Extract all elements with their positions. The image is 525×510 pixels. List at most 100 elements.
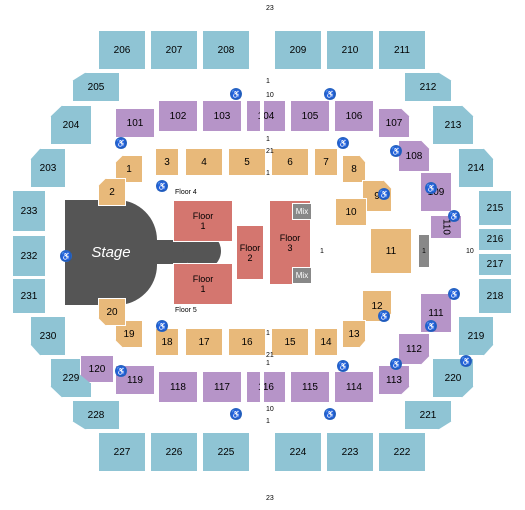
lower-section-5[interactable]: 5 — [228, 148, 266, 176]
outer-section-231[interactable]: 231 — [12, 278, 46, 314]
ada-icon: ♿ — [156, 320, 168, 332]
inner-section-106[interactable]: 106 — [334, 100, 374, 132]
outer-section-213[interactable]: 213 — [432, 105, 474, 145]
row-marker: 1 — [266, 78, 270, 85]
lower-section-2[interactable]: 2 — [98, 178, 126, 206]
row-marker: 1 — [266, 170, 270, 177]
floor-section-Floor-1b[interactable]: Floor1 — [173, 263, 233, 305]
lower-section-3[interactable]: 3 — [155, 148, 179, 176]
ada-icon: ♿ — [460, 355, 472, 367]
outer-section-230[interactable]: 230 — [30, 316, 66, 356]
outer-section-219[interactable]: 219 — [458, 316, 494, 356]
outer-section-206[interactable]: 206 — [98, 30, 146, 70]
inner-section-117[interactable]: 117 — [202, 371, 242, 403]
lower-section-7[interactable]: 7 — [314, 148, 338, 176]
row-marker: 1 — [266, 330, 270, 337]
ada-icon: ♿ — [324, 88, 336, 100]
lower-section-6[interactable]: 6 — [271, 148, 309, 176]
ada-icon: ♿ — [230, 88, 242, 100]
outer-section-221[interactable]: 221 — [404, 400, 452, 430]
outer-section-227[interactable]: 227 — [98, 432, 146, 472]
inner-section-112[interactable]: 112 — [398, 333, 430, 365]
inner-section-116[interactable]: 116 — [246, 371, 286, 403]
row-marker: 1 — [266, 360, 270, 367]
inner-section-114[interactable]: 114 — [334, 371, 374, 403]
lower-section-16[interactable]: 16 — [228, 328, 266, 356]
outer-section-224[interactable]: 224 — [274, 432, 322, 472]
outer-section-223[interactable]: 223 — [326, 432, 374, 472]
aisle — [260, 90, 264, 148]
outer-section-204[interactable]: 204 — [50, 105, 92, 145]
ada-icon: ♿ — [156, 180, 168, 192]
ada-icon: ♿ — [390, 358, 402, 370]
outer-section-214[interactable]: 214 — [458, 148, 494, 188]
outer-section-211[interactable]: 211 — [378, 30, 426, 70]
arena-seating-map: Stage 2032042052062072082092102112122132… — [0, 0, 525, 510]
outer-section-232[interactable]: 232 — [12, 235, 46, 277]
row-marker: 10 — [266, 406, 274, 413]
outer-section-233[interactable]: 233 — [12, 190, 46, 232]
outer-section-226[interactable]: 226 — [150, 432, 198, 472]
lower-section-8[interactable]: 8 — [342, 155, 366, 183]
ada-icon: ♿ — [115, 365, 127, 377]
inner-section-120[interactable]: 120 — [80, 355, 114, 383]
ada-icon: ♿ — [337, 137, 349, 149]
floor-section-Floor-2[interactable]: Floor2 — [236, 225, 264, 280]
inner-section-105[interactable]: 105 — [290, 100, 330, 132]
inner-section-115[interactable]: 115 — [290, 371, 330, 403]
inner-section-108[interactable]: 108 — [398, 140, 430, 172]
mix-booth: Mix — [292, 267, 312, 284]
inner-section-109[interactable]: 109 — [420, 172, 452, 212]
aisle — [260, 5, 264, 85]
ada-icon: ♿ — [337, 360, 349, 372]
inner-section-118[interactable]: 118 — [158, 371, 198, 403]
row-marker: 21 — [266, 148, 274, 155]
outer-section-228[interactable]: 228 — [72, 400, 120, 430]
lower-section-17[interactable]: 17 — [185, 328, 223, 356]
lower-section-11[interactable]: 11 — [370, 228, 412, 274]
stage-runway — [152, 240, 187, 264]
stage: Stage — [65, 200, 157, 305]
inner-section-107[interactable]: 107 — [378, 108, 410, 138]
outer-section-215[interactable]: 215 — [478, 190, 512, 226]
lower-section-15[interactable]: 15 — [271, 328, 309, 356]
stage-label: Stage — [91, 244, 130, 261]
ada-icon: ♿ — [448, 288, 460, 300]
lower-section-20[interactable]: 20 — [98, 298, 126, 326]
outer-section-207[interactable]: 207 — [150, 30, 198, 70]
aisle — [260, 418, 264, 498]
outer-section-217[interactable]: 217 — [478, 253, 512, 276]
outer-section-212[interactable]: 212 — [404, 72, 452, 102]
ada-icon: ♿ — [378, 310, 390, 322]
outer-section-222[interactable]: 222 — [378, 432, 426, 472]
row-marker: 23 — [266, 5, 274, 12]
lower-section-18[interactable]: 18 — [155, 328, 179, 356]
outer-section-225[interactable]: 225 — [202, 432, 250, 472]
lower-section-13[interactable]: 13 — [342, 320, 366, 348]
outer-section-218[interactable]: 218 — [478, 278, 512, 314]
lower-section-14[interactable]: 14 — [314, 328, 338, 356]
outer-section-210[interactable]: 210 — [326, 30, 374, 70]
outer-section-208[interactable]: 208 — [202, 30, 250, 70]
floor-section-Floor-1[interactable]: Floor1 — [173, 200, 233, 242]
row-marker: 1 — [422, 248, 426, 255]
ada-icon: ♿ — [115, 137, 127, 149]
ada-icon: ♿ — [230, 408, 242, 420]
outer-section-216[interactable]: 216 — [478, 228, 512, 251]
outer-section-205[interactable]: 205 — [72, 72, 120, 102]
outer-section-203[interactable]: 203 — [30, 148, 66, 188]
floor-marker: Floor 5 — [175, 307, 197, 314]
aisle — [260, 358, 264, 416]
lower-section-10[interactable]: 10 — [335, 198, 367, 226]
outer-section-209[interactable]: 209 — [274, 30, 322, 70]
ada-icon: ♿ — [448, 210, 460, 222]
inner-section-102[interactable]: 102 — [158, 100, 198, 132]
row-marker: 1 — [266, 418, 270, 425]
ada-icon: ♿ — [425, 320, 437, 332]
lower-section-4[interactable]: 4 — [185, 148, 223, 176]
ada-icon: ♿ — [324, 408, 336, 420]
inner-section-101[interactable]: 101 — [115, 108, 155, 138]
inner-section-103[interactable]: 103 — [202, 100, 242, 132]
ada-icon: ♿ — [425, 182, 437, 194]
inner-section-104[interactable]: 104 — [246, 100, 286, 132]
